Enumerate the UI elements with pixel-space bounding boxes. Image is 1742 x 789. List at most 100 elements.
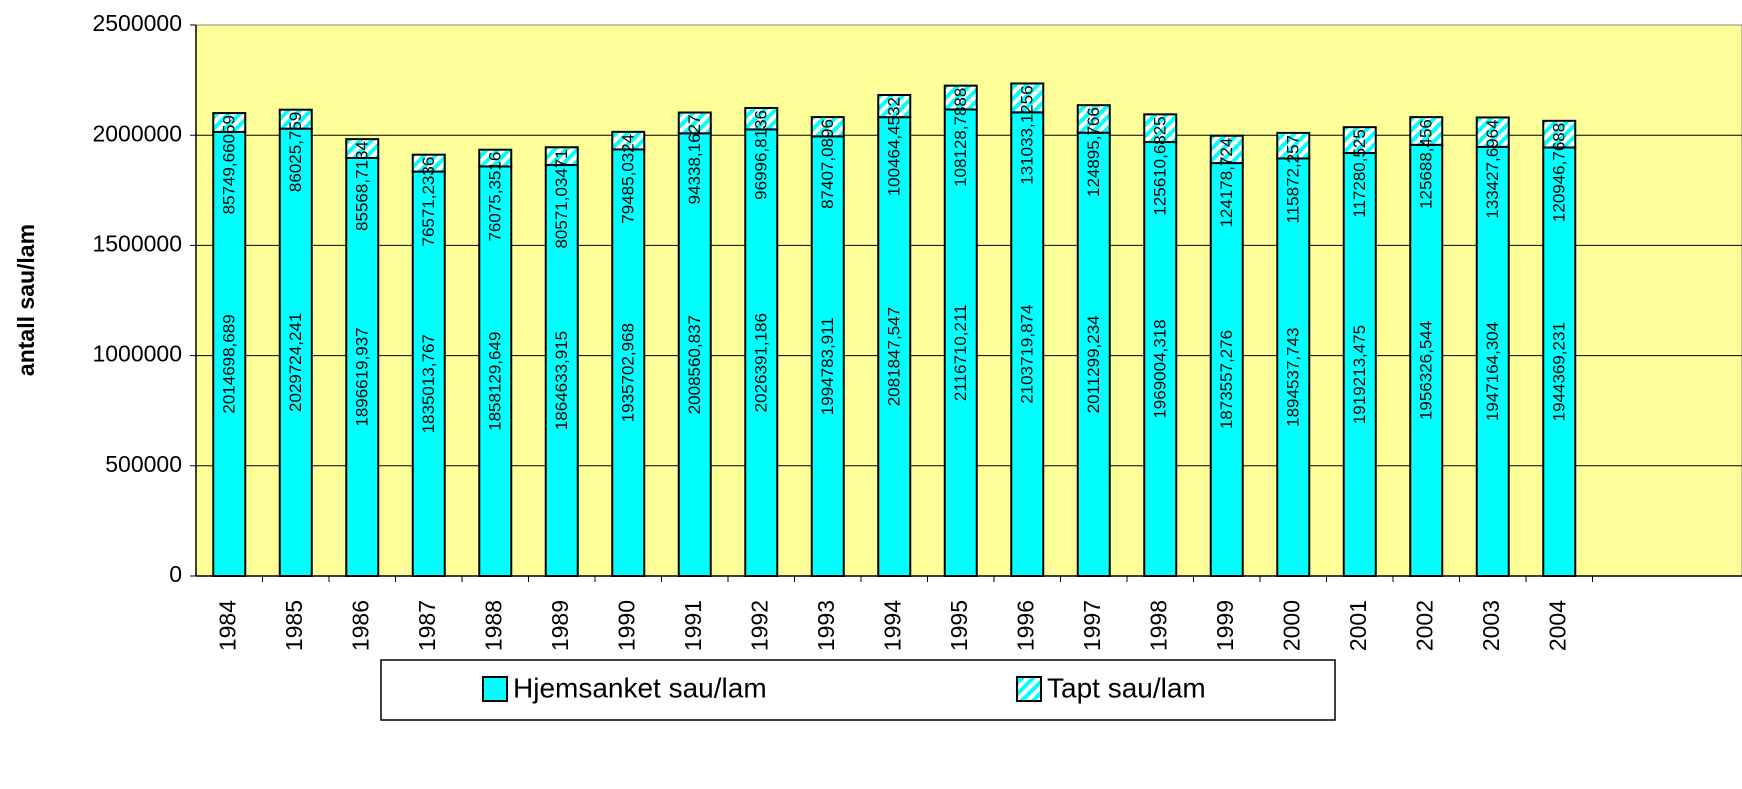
y-tick-label: 2500000 xyxy=(92,10,182,36)
legend-swatch xyxy=(1016,676,1042,702)
bar-segment xyxy=(411,153,446,173)
data-label: 94338,1627 xyxy=(685,115,704,205)
data-label: 131033,1256 xyxy=(1018,85,1037,184)
bar-segment xyxy=(943,108,978,577)
bar-segment xyxy=(1209,162,1244,578)
bar-segment xyxy=(1143,141,1178,577)
data-label: 1873557,276 xyxy=(1217,330,1236,429)
bar-segment xyxy=(1409,116,1444,146)
data-label: 100464,4532 xyxy=(885,97,904,196)
bar-segment xyxy=(611,130,646,151)
y-tick-label: 500000 xyxy=(105,451,182,477)
bar-segment xyxy=(677,111,712,135)
y-axis-label: antall sau/lam xyxy=(13,224,39,376)
bar-segment xyxy=(212,112,247,133)
bar-segment xyxy=(1209,134,1244,165)
data-label: 125610,6825 xyxy=(1151,116,1170,215)
bar-segment xyxy=(810,116,845,138)
bar-segment xyxy=(1276,157,1311,577)
x-tick-label: 1985 xyxy=(281,600,307,651)
bar-segment xyxy=(478,165,513,577)
x-tick-label: 1991 xyxy=(680,600,706,651)
legend-box xyxy=(380,659,1336,721)
data-label: 1896619,937 xyxy=(353,327,372,426)
bar-segment xyxy=(544,164,579,577)
y-tick-label: 0 xyxy=(169,561,182,587)
data-label: 2081847,547 xyxy=(885,307,904,406)
bar-segment xyxy=(943,84,978,111)
data-label: 125688,456 xyxy=(1417,119,1436,209)
bar-segment xyxy=(345,138,380,159)
data-label: 85568,7134 xyxy=(353,141,372,231)
data-label: 1969004,318 xyxy=(1151,319,1170,418)
data-label: 2103719,874 xyxy=(1018,305,1037,404)
legend-label: Tapt sau/lam xyxy=(1047,672,1206,703)
data-label: 76571,2336 xyxy=(419,157,438,247)
bar-segment xyxy=(1076,104,1111,134)
x-tick-label: 1984 xyxy=(214,600,240,651)
x-tick-label: 1992 xyxy=(746,600,772,651)
legend-swatch xyxy=(482,676,508,702)
data-label: 115872,257 xyxy=(1284,135,1303,224)
bar-segment xyxy=(1475,116,1510,148)
x-tick-label: 1993 xyxy=(813,600,839,651)
bar-segment xyxy=(1010,82,1045,114)
x-tick-label: 1990 xyxy=(613,600,639,651)
data-label: 85749,66059 xyxy=(220,115,239,214)
data-label: 1919213,475 xyxy=(1350,325,1369,424)
x-tick-label: 1994 xyxy=(879,600,905,651)
data-label: 1944369,231 xyxy=(1550,322,1569,421)
x-tick-label: 1986 xyxy=(347,600,373,651)
data-label: 2116710,211 xyxy=(951,304,970,401)
data-label: 2029724,241 xyxy=(286,313,305,412)
data-label: 1835013,767 xyxy=(419,334,438,433)
x-tick-label: 2002 xyxy=(1411,600,1437,651)
data-label: 133427,6964 xyxy=(1483,119,1502,218)
data-label: 76075,3516 xyxy=(486,152,505,242)
legend-label: Hjemsanket sau/lam xyxy=(513,672,767,703)
data-label: 1894537,743 xyxy=(1284,328,1303,427)
data-label: 1994783,911 xyxy=(818,317,837,415)
x-tick-label: 1997 xyxy=(1079,600,1105,651)
bar-segment xyxy=(478,148,513,168)
x-tick-label: 1988 xyxy=(480,600,506,651)
data-label: 120946,7688 xyxy=(1550,123,1569,222)
data-label: 2014698,689 xyxy=(220,314,239,413)
y-tick-label: 2000000 xyxy=(92,120,182,146)
bar-segment xyxy=(1475,145,1510,577)
bar-segment xyxy=(1010,111,1045,577)
data-label: 108128,7888 xyxy=(951,88,970,187)
x-tick-label: 2003 xyxy=(1478,600,1504,651)
data-label: 87407,0896 xyxy=(818,119,837,209)
x-tick-label: 1998 xyxy=(1145,600,1171,651)
data-label: 1858129,649 xyxy=(486,332,505,431)
data-label: 79485,0324 xyxy=(619,134,638,224)
bar-segment xyxy=(345,156,380,578)
data-label: 80571,03471 xyxy=(552,149,571,248)
bar-segment xyxy=(1143,113,1178,144)
y-tick-label: 1000000 xyxy=(92,341,182,367)
y-tick-label: 1500000 xyxy=(92,230,182,256)
data-label: 124895,766 xyxy=(1084,107,1103,197)
bar-segment xyxy=(611,148,646,577)
data-label: 96996,8136 xyxy=(752,110,771,200)
bar-segment xyxy=(411,170,446,578)
data-label: 2026391,186 xyxy=(752,313,771,412)
x-tick-label: 1987 xyxy=(414,600,440,651)
data-label: 86025,759 xyxy=(286,112,305,192)
bar-segment xyxy=(544,146,579,167)
x-tick-label: 2001 xyxy=(1345,600,1371,651)
x-tick-label: 2004 xyxy=(1544,600,1570,651)
x-tick-label: 1989 xyxy=(547,600,573,651)
x-tick-label: 2000 xyxy=(1278,600,1304,651)
bar-segment xyxy=(278,108,313,130)
bar-segment xyxy=(810,135,845,577)
bar-segment xyxy=(1542,119,1577,149)
bar-segment xyxy=(212,130,247,577)
data-label: 2008560,837 xyxy=(685,315,704,414)
bar-segment xyxy=(744,107,779,131)
data-label: 1947164,304 xyxy=(1483,322,1502,421)
legend: Hjemsanket sau/lam Tapt sau/lam xyxy=(380,659,1336,721)
data-label: 1935702,968 xyxy=(619,323,638,422)
